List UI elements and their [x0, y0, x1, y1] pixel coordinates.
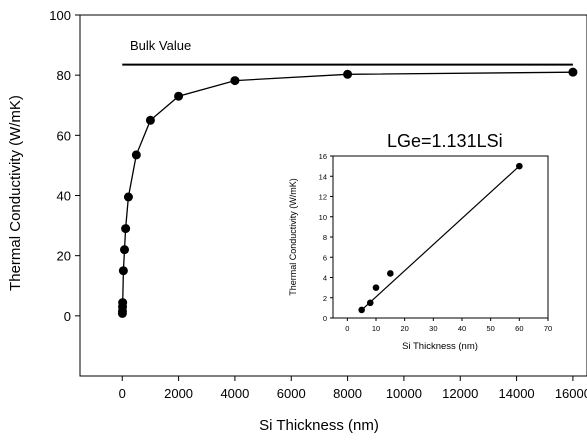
inset-x-tick-label: 60 [515, 324, 523, 333]
main-y-tick-label: 20 [57, 249, 71, 264]
main-x-axis-label: Si Thickness (nm) [259, 417, 379, 434]
inset-y-tick-label: 14 [319, 172, 327, 181]
main-y-tick-label: 60 [57, 128, 71, 143]
inset-y-axis-label: Thermal Conductivity (W/mK) [288, 178, 298, 296]
inset-y-tick-label: 2 [323, 294, 327, 303]
main-data-point [118, 298, 128, 308]
inset-y-tick-label: 12 [319, 193, 327, 202]
main-x-tick-label: 12000 [442, 386, 478, 401]
inset-x-tick-label: 40 [458, 324, 466, 333]
main-y-tick-label: 0 [64, 309, 71, 324]
inset-data-point [516, 162, 523, 170]
main-x-tick-label: 0 [119, 386, 126, 401]
inset-data-point [366, 299, 374, 307]
main-data-point [568, 67, 578, 77]
inset-fit-line [361, 165, 520, 311]
main-x-tick-label: 6000 [277, 386, 306, 401]
main-data-point [174, 91, 184, 101]
bulk-value-label: Bulk Value [130, 38, 191, 53]
inset-y-tick-label: 0 [323, 314, 327, 323]
inset-x-tick-label: 50 [486, 324, 494, 333]
main-y-ticks: 0 20 40 60 80 100 [49, 8, 80, 324]
inset-y-tick-label: 6 [323, 253, 327, 262]
main-data-point [131, 150, 141, 160]
main-x-tick-label: 10000 [386, 386, 422, 401]
main-data-point [121, 224, 131, 234]
main-y-tick-label: 80 [57, 68, 71, 83]
inset-x-tick-label: 70 [544, 324, 552, 333]
main-data-points [117, 67, 578, 318]
main-x-tick-label: 2000 [164, 386, 193, 401]
inset-data-point [372, 284, 380, 291]
main-x-ticks: 0 2000 4000 6000 8000 10000 12000 14000 16000 [119, 376, 587, 401]
main-y-tick-label: 40 [57, 189, 71, 204]
inset-y-ticks: 0 2 4 6 8 10 12 14 16 [319, 152, 333, 323]
inset-data-point [358, 306, 365, 314]
main-data-point [230, 76, 240, 86]
inset-x-tick-label: 0 [345, 324, 349, 333]
main-data-point [343, 69, 353, 79]
inset-y-tick-label: 10 [319, 213, 327, 222]
main-x-tick-label: 14000 [499, 386, 535, 401]
main-x-tick-label: 4000 [220, 386, 249, 401]
inset-x-tick-label: 10 [372, 324, 380, 333]
inset-data-point [387, 270, 394, 277]
inset-plot-frame [332, 155, 549, 319]
main-data-point [118, 266, 128, 276]
inset-x-ticks: 0 10 20 30 40 50 60 70 [345, 318, 552, 333]
inset-x-tick-label: 30 [429, 324, 437, 333]
main-data-point [120, 245, 130, 255]
main-y-tick-label: 100 [49, 8, 71, 23]
inset-y-tick-label: 8 [323, 233, 327, 242]
main-data-point [123, 192, 133, 202]
inset-x-tick-label: 20 [400, 324, 408, 333]
fit-annotation: LGe=1.131LSi [387, 131, 503, 151]
main-x-tick-label: 8000 [333, 386, 362, 401]
main-x-tick-label: 16000 [555, 386, 587, 401]
inset-y-tick-label: 16 [319, 152, 327, 161]
inset-x-axis-label: Si Thickness (nm) [402, 341, 478, 352]
inset-data-points [358, 162, 523, 314]
main-y-axis-label: Thermal Conductivity (W/mK) [7, 95, 24, 291]
inset-y-tick-label: 4 [323, 274, 327, 283]
main-data-point [145, 115, 155, 125]
